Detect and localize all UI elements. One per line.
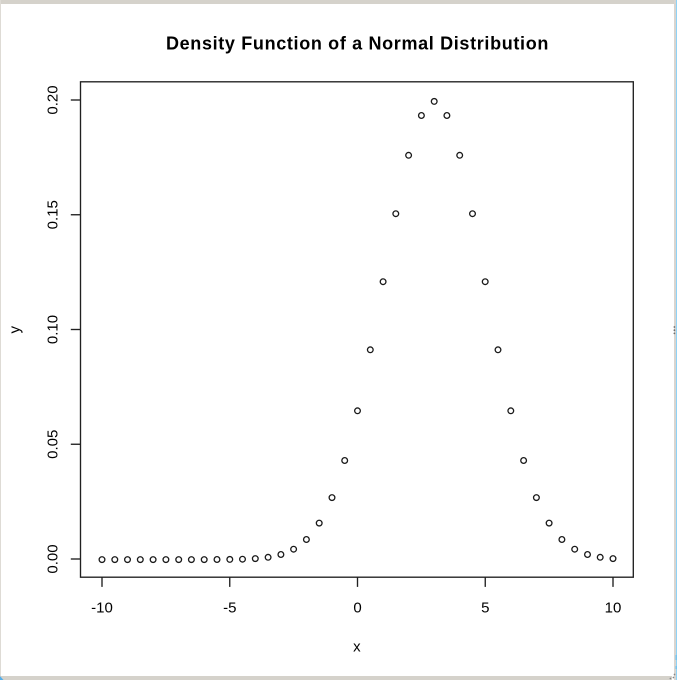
svg-text:x: x: [353, 638, 361, 655]
svg-text:0.00: 0.00: [45, 544, 62, 573]
svg-text:5: 5: [481, 599, 489, 616]
svg-text:Density Function of a Normal D: Density Function of a Normal Distributio…: [166, 33, 549, 53]
svg-text:0.20: 0.20: [45, 85, 62, 114]
svg-text:10: 10: [605, 599, 622, 616]
svg-text:-10: -10: [91, 599, 113, 616]
svg-text:0.05: 0.05: [45, 430, 62, 459]
svg-text:0.10: 0.10: [45, 315, 62, 344]
svg-text:0.15: 0.15: [45, 200, 62, 229]
svg-text:-5: -5: [223, 599, 236, 616]
svg-text:0: 0: [353, 599, 361, 616]
svg-text:y: y: [7, 325, 24, 333]
